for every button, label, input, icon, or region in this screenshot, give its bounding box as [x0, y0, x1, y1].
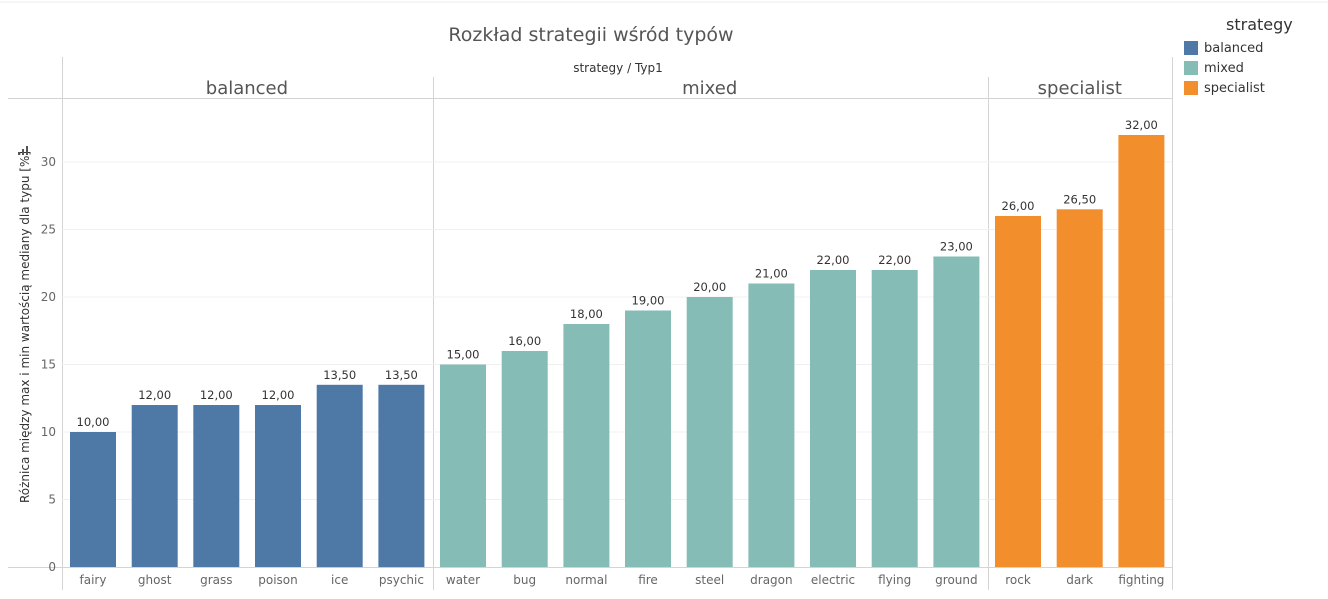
- bars: [70, 135, 1165, 568]
- category-label-normal: normal: [565, 573, 607, 587]
- data-label-poison: 12,00: [262, 388, 295, 402]
- legend-label-specialist: specialist: [1204, 80, 1265, 96]
- data-label-grass: 12,00: [200, 388, 233, 402]
- data-labels: 10,00 12,00 12,00 12,00 13,50 13,50 15,00 16,00…: [77, 118, 1158, 429]
- bar-flying[interactable]: [871, 270, 918, 567]
- data-label-water: 15,00: [447, 348, 480, 362]
- y-tick-label: 10: [41, 425, 56, 439]
- category-label-electric: electric: [811, 573, 855, 587]
- category-label-dragon: dragon: [750, 573, 792, 587]
- bar-steel[interactable]: [686, 297, 733, 567]
- panel-header-mixed: mixed: [682, 78, 737, 99]
- legend-label-mixed: mixed: [1204, 60, 1244, 76]
- bar-dark[interactable]: [1056, 209, 1103, 568]
- category-label-psychic: psychic: [379, 573, 424, 587]
- data-label-ground: 23,00: [940, 240, 973, 254]
- data-label-psychic: 13,50: [385, 368, 418, 382]
- bar-poison[interactable]: [255, 405, 301, 567]
- category-label-bug: bug: [513, 573, 536, 587]
- bar-water[interactable]: [440, 364, 486, 568]
- sort-icon-bar-2: [22, 149, 24, 155]
- legend-title: strategy: [1226, 15, 1293, 34]
- category-label-ghost: ghost: [138, 573, 172, 587]
- category-label-ground: ground: [935, 573, 977, 587]
- y-tick-label: 0: [48, 560, 56, 574]
- panel-headers: balanced mixed specialist: [206, 78, 1122, 99]
- data-label-bug: 16,00: [508, 334, 541, 348]
- y-tick-label: 20: [41, 290, 56, 304]
- data-label-normal: 18,00: [570, 307, 603, 321]
- bar-psychic[interactable]: [378, 384, 425, 568]
- data-label-rock: 26,00: [1002, 199, 1035, 213]
- legend-label-balanced: balanced: [1204, 40, 1264, 56]
- category-label-fairy: fairy: [80, 573, 107, 587]
- category-label-poison: poison: [258, 573, 298, 587]
- legend-swatch-mixed: [1184, 61, 1198, 75]
- bar-electric[interactable]: [810, 270, 856, 567]
- data-label-flying: 22,00: [878, 253, 911, 267]
- category-label-dark: dark: [1066, 573, 1093, 587]
- data-label-electric: 22,00: [817, 253, 850, 267]
- bar-ice[interactable]: [316, 384, 363, 568]
- data-label-fairy: 10,00: [77, 415, 110, 429]
- bar-normal[interactable]: [563, 324, 610, 567]
- sort-icon[interactable]: [18, 146, 28, 155]
- legend-item-mixed[interactable]: mixed: [1184, 58, 1324, 78]
- column-header: strategy / Typ1: [573, 61, 663, 75]
- sort-icon-bar-1: [18, 152, 20, 155]
- data-label-ghost: 12,00: [138, 388, 171, 402]
- bar-fairy[interactable]: [70, 432, 116, 567]
- category-label-fighting: fighting: [1118, 573, 1164, 587]
- y-axis-label: Różnica między max i min wartością media…: [18, 151, 32, 503]
- category-label-rock: rock: [1005, 573, 1031, 587]
- bar-ground[interactable]: [933, 256, 980, 568]
- y-tick-label: 25: [41, 223, 56, 237]
- bar-grass[interactable]: [193, 405, 240, 567]
- category-label-grass: grass: [200, 573, 232, 587]
- y-tick-label: 5: [48, 493, 56, 507]
- bar-fighting[interactable]: [1118, 135, 1165, 567]
- data-label-dark: 26,50: [1063, 192, 1096, 206]
- category-label-water: water: [446, 573, 480, 587]
- category-label-fire: fire: [638, 573, 658, 587]
- bar-ghost[interactable]: [131, 405, 178, 567]
- data-label-ice: 13,50: [323, 368, 356, 382]
- gridlines: [62, 161, 1172, 500]
- legend-item-balanced[interactable]: balanced: [1184, 38, 1324, 58]
- legend-swatch-balanced: [1184, 41, 1198, 55]
- panel-header-balanced: balanced: [206, 78, 288, 99]
- sort-icon-bar-3: [26, 146, 28, 155]
- category-label-steel: steel: [695, 573, 724, 587]
- category-label-ice: ice: [331, 573, 348, 587]
- legend-swatch-specialist: [1184, 81, 1198, 95]
- data-label-fighting: 32,00: [1125, 118, 1158, 132]
- legend-item-specialist[interactable]: specialist: [1184, 78, 1324, 98]
- chart-title: Rozkład strategii wśród typów: [448, 24, 733, 46]
- legend: strategy balanced mixed specialist: [1184, 15, 1324, 98]
- bar-rock[interactable]: [995, 216, 1041, 567]
- data-label-dragon: 21,00: [755, 267, 788, 281]
- panel-header-specialist: specialist: [1038, 78, 1122, 99]
- y-axis: 0 5 10 15 20 25 30: [41, 155, 56, 574]
- y-tick-label: 15: [41, 358, 56, 372]
- data-label-steel: 20,00: [693, 280, 726, 294]
- data-label-fire: 19,00: [632, 294, 665, 308]
- bar-fire[interactable]: [625, 310, 671, 568]
- y-tick-label: 30: [41, 155, 56, 169]
- bar-dragon[interactable]: [748, 283, 795, 568]
- category-labels: fairy ghost grass poison ice psychic water bug n…: [80, 573, 1165, 587]
- category-label-flying: flying: [878, 573, 911, 587]
- bar-bug[interactable]: [501, 351, 548, 567]
